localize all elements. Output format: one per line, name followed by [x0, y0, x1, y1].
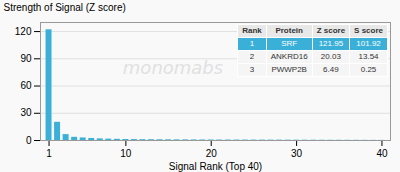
html-text:Protein: Protein	[275, 26, 303, 35]
html-text:0.25: 0.25	[360, 65, 377, 74]
html-text:monomabs: monomabs	[122, 56, 224, 78]
svg-text:10: 10	[120, 148, 132, 159]
html-text:20.03: 20.03	[320, 52, 341, 61]
svg-text:40: 40	[376, 148, 388, 159]
svg-text:60: 60	[20, 80, 32, 91]
html-text:Z score: Z score	[316, 26, 346, 35]
svg-text:Strength of Signal (Z score): Strength of Signal (Z score)	[4, 2, 126, 13]
svg-text:1: 1	[46, 148, 52, 159]
html-text:Rank: Rank	[242, 26, 262, 35]
svg-text:Signal Rank (Top 40): Signal Rank (Top 40)	[169, 161, 262, 172]
svg-text:120: 120	[15, 26, 32, 37]
html-text:101.92: 101.92	[356, 39, 381, 48]
html-text:ANKRD16: ANKRD16	[270, 52, 308, 61]
html-text:121.95: 121.95	[318, 39, 344, 48]
svg-text:30: 30	[291, 148, 303, 159]
html-text:3: 3	[249, 65, 255, 74]
html-text:S score: S score	[354, 26, 383, 35]
html-text:6.49: 6.49	[323, 65, 339, 74]
html-text:13.54: 13.54	[358, 52, 379, 61]
html-text:1: 1	[249, 39, 255, 48]
svg-text:20: 20	[206, 148, 218, 159]
html-text:PWWP2B: PWWP2B	[271, 65, 307, 74]
html-text:2: 2	[249, 52, 255, 61]
svg-text:30: 30	[20, 107, 32, 118]
svg-text:0: 0	[26, 135, 32, 146]
svg-text:90: 90	[20, 53, 32, 64]
html-text:SRF: SRF	[281, 39, 298, 48]
